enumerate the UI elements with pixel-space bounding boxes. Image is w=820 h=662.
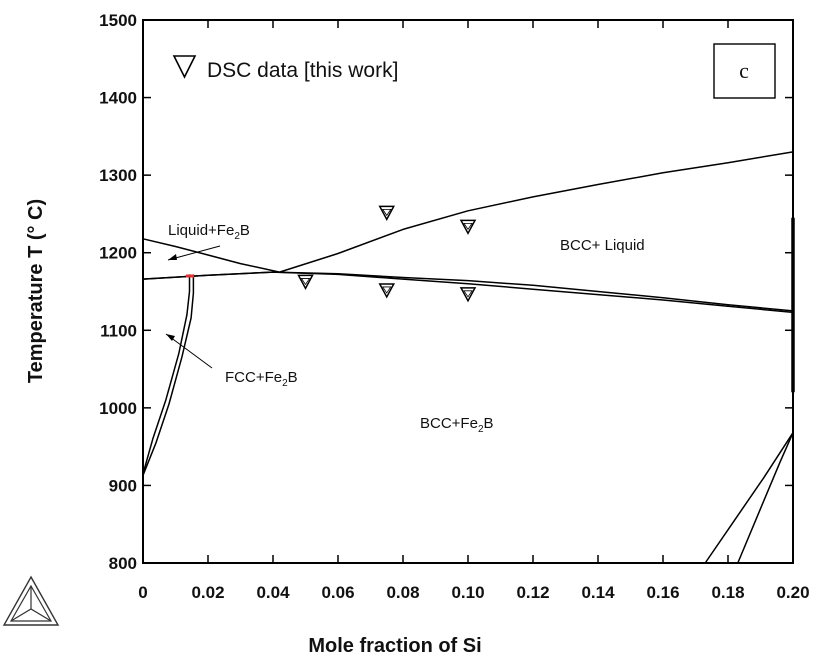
logo-center-lines [10, 586, 52, 622]
logo-inner-triangle [9, 584, 53, 622]
y-tick-label: 1300 [99, 166, 137, 185]
y-tick-label: 1200 [99, 244, 137, 263]
x-axis-title: Mole fraction of Si [308, 635, 481, 657]
dsc-point-inner [463, 290, 473, 298]
x-tick-label: 0.14 [581, 583, 615, 602]
phase-boundary-line [142, 238, 280, 273]
panel-label-frame [713, 43, 776, 99]
dsc-point [297, 274, 314, 290]
legend-label: DSC data [this work] [207, 59, 398, 82]
dsc-point [378, 283, 396, 299]
logo-outer-triangle [2, 575, 60, 626]
region-label-liquid-fe2b: Liquid+Fe2B [168, 222, 250, 242]
arrow-head-liquid-fe2b [168, 254, 177, 260]
phase-boundary-line [737, 432, 794, 564]
software-logo [2, 575, 60, 626]
dsc-point-inner [382, 286, 392, 294]
x-tick-label: 0.16 [646, 583, 679, 602]
panel-label: c [739, 58, 749, 83]
region-label-fcc-fe2b: FCC+Fe2B [225, 369, 298, 389]
phase-boundary-line [142, 274, 191, 475]
dsc-point-inner [463, 222, 473, 231]
panel-label-box: c [713, 43, 776, 99]
arrow-head-fcc-fe2b [166, 334, 175, 341]
x-tick-label: 0.12 [516, 583, 549, 602]
x-tick-label: 0.20 [776, 583, 809, 602]
phase-boundary-line [142, 274, 195, 476]
dsc-point [459, 287, 477, 303]
y-tick-label: 1000 [99, 399, 137, 418]
arrow-fcc-fe2b [165, 333, 213, 369]
region-label-bcc-fe2b: BCC+Fe2B [420, 415, 494, 435]
x-tick-label: 0.18 [711, 583, 744, 602]
x-tick-label: 0.06 [321, 583, 354, 602]
x-tick-label: 0.02 [191, 583, 224, 602]
phase-boundary-line [142, 271, 794, 314]
x-tick-label: 0.04 [256, 583, 290, 602]
y-tick-label: 800 [109, 554, 137, 573]
y-tick-label: 1500 [99, 11, 137, 30]
x-tick-label: 0.10 [451, 583, 484, 602]
y-tick-labels: 800 900 1000 1100 1200 1300 1400 1500 [99, 11, 137, 573]
dsc-point [459, 219, 477, 235]
y-axis-title: Temperature T (° C) [25, 199, 47, 383]
region-label-bcc-liquid: BCC+ Liquid [560, 237, 645, 254]
legend: DSC data [this work] [172, 55, 398, 82]
y-tick-label: 1100 [100, 321, 137, 340]
phase-boundary-curves [142, 151, 795, 564]
legend-triangle-icon [172, 55, 197, 79]
x-tick-label: 0 [138, 583, 147, 602]
phase-boundary-line [279, 151, 794, 273]
dsc-point-inner [382, 208, 392, 217]
x-tick-labels: 0 0.02 0.04 0.06 0.08 0.10 0.12 0.14 0.16 0.18 0.2… [138, 583, 809, 602]
dsc-point-inner [300, 278, 311, 286]
dsc-data-points [297, 205, 477, 303]
dsc-point [378, 205, 396, 221]
y-tick-label: 1400 [99, 89, 137, 108]
x-tick-label: 0.08 [386, 583, 419, 602]
arrow-liquid-fe2b [167, 245, 221, 261]
annotation-arrows [165, 245, 221, 369]
y-tick-label: 900 [109, 476, 137, 495]
phase-boundary-line [704, 432, 794, 564]
